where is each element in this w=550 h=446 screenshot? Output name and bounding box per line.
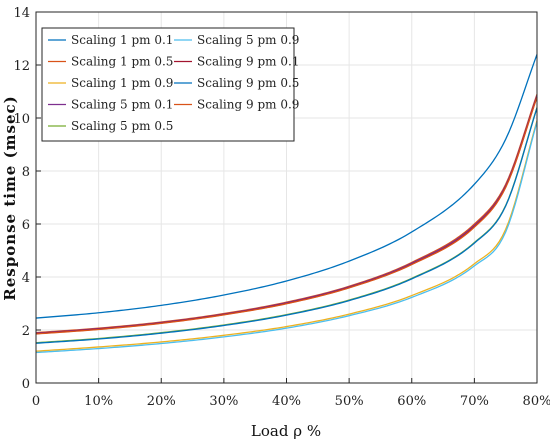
series-line-3 <box>35 120 538 352</box>
series-line-6 <box>35 121 538 354</box>
legend-label: Scaling 5 pm 0.5 <box>71 119 173 133</box>
legend-label: Scaling 1 pm 0.9 <box>71 76 173 90</box>
legend-label: Scaling 9 pm 0.1 <box>197 55 299 69</box>
x-axis-label: Load ρ % <box>251 422 321 440</box>
x-tick-label: 30% <box>209 394 238 409</box>
series-line-8 <box>35 107 538 344</box>
x-tick-label: 80% <box>523 394 550 409</box>
y-tick-label: 2 <box>22 324 30 339</box>
y-tick-label: 12 <box>13 59 30 74</box>
legend-box <box>41 27 295 142</box>
legend: Scaling 1 pm 0.1 Scaling 1 pm 0.5 Scaling … <box>41 27 299 142</box>
x-tick-label: 40% <box>272 394 301 409</box>
legend-label: Scaling 1 pm 0.1 <box>71 33 173 47</box>
series-lines <box>35 54 538 354</box>
y-axis-label: Response time (msec) <box>1 95 19 301</box>
series-line-9 <box>35 97 538 335</box>
x-axis-ticks: 0 10% 20% 30% 40% 50% 60% 70% 80% <box>32 378 550 409</box>
y-tick-label: 10 <box>13 112 30 127</box>
legend-label: Scaling 9 pm 0.5 <box>197 76 299 90</box>
y-tick-label: 14 <box>13 6 30 21</box>
legend-label: Scaling 5 pm 0.9 <box>197 33 299 47</box>
series-line-1 <box>35 54 538 319</box>
x-tick-label: 0 <box>32 394 40 409</box>
x-tick-label: 10% <box>84 394 113 409</box>
legend-label: Scaling 1 pm 0.5 <box>71 55 173 69</box>
y-tick-label: 6 <box>22 218 30 233</box>
y-tick-label: 4 <box>22 271 30 286</box>
legend-label: Scaling 9 pm 0.9 <box>197 98 299 112</box>
x-tick-label: 70% <box>460 394 489 409</box>
x-tick-label: 60% <box>397 394 426 409</box>
x-tick-label: 50% <box>335 394 364 409</box>
x-tick-label: 20% <box>147 394 176 409</box>
legend-label: Scaling 5 pm 0.1 <box>71 98 173 112</box>
y-axis-ticks: 0 2 4 6 8 10 12 14 <box>13 6 41 392</box>
y-tick-label: 8 <box>22 165 30 180</box>
y-tick-label: 0 <box>22 377 30 392</box>
